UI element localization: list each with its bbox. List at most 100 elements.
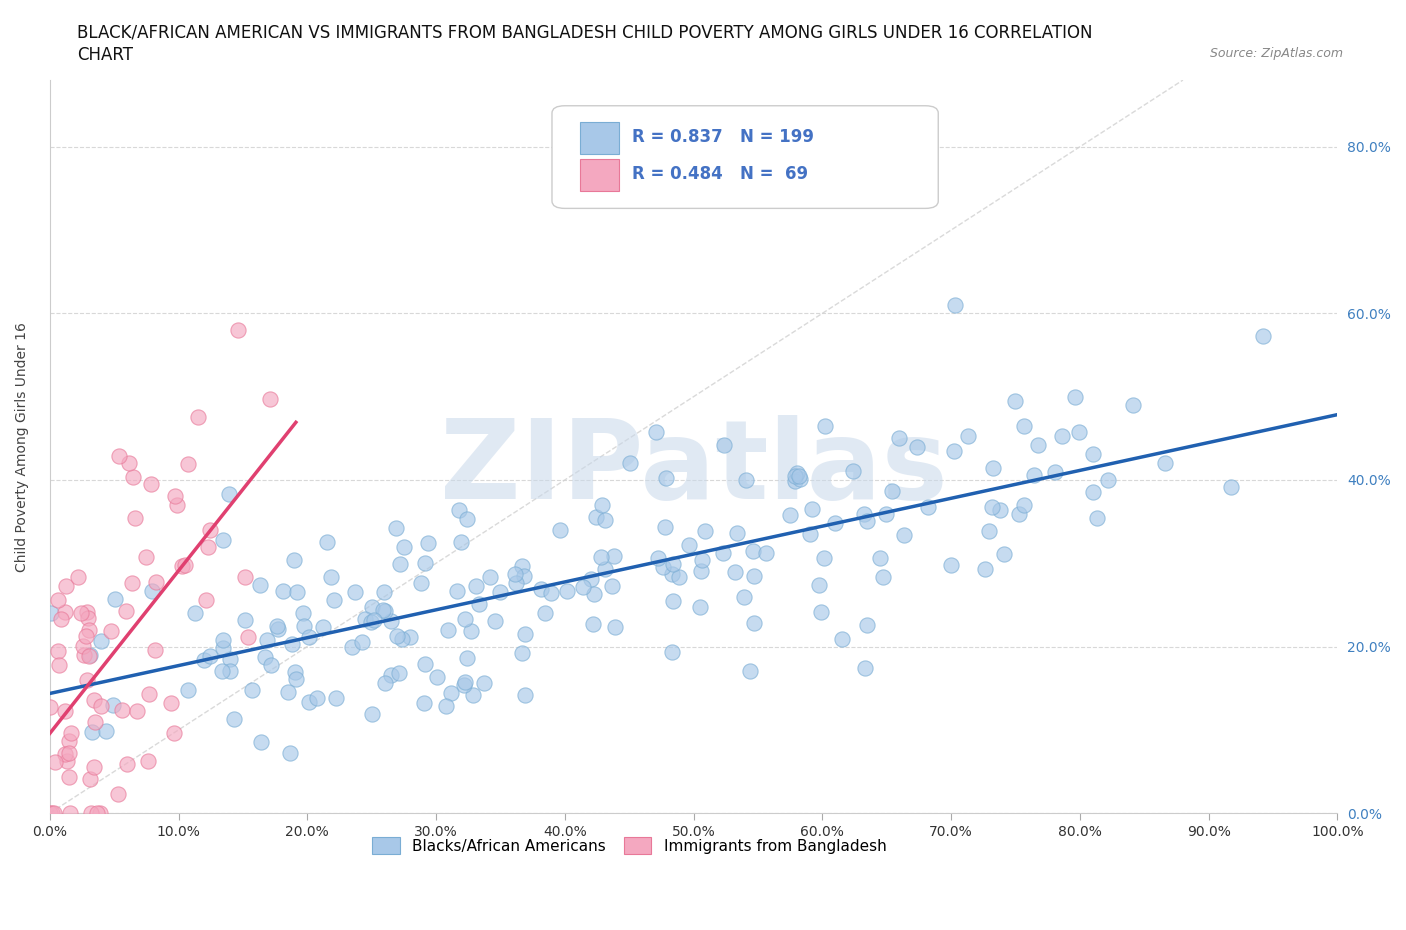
Point: [434, 698, 457, 713]
Point: [513, 627, 536, 642]
Point: [79, 648, 101, 663]
Point: [755, 546, 778, 561]
Point: [453, 677, 475, 692]
Point: [956, 429, 979, 444]
Point: [460, 624, 482, 639]
Point: [413, 657, 436, 671]
Point: [413, 696, 436, 711]
Point: [534, 605, 557, 620]
Point: [193, 653, 215, 668]
Point: [325, 691, 347, 706]
Point: [585, 510, 607, 525]
Point: [478, 569, 501, 584]
Point: [824, 516, 846, 531]
Point: [974, 562, 997, 577]
Point: [484, 613, 506, 628]
Point: [426, 670, 449, 684]
Point: [489, 585, 512, 600]
Point: [344, 584, 367, 599]
Point: [380, 613, 402, 628]
Point: [46, 592, 69, 607]
Point: [505, 576, 527, 591]
Point: [165, 489, 187, 504]
Point: [454, 674, 477, 689]
Point: [555, 583, 578, 598]
Point: [733, 590, 755, 604]
Point: [259, 392, 281, 406]
Point: [735, 472, 758, 487]
Point: [548, 523, 571, 538]
Point: [160, 696, 183, 711]
Point: [219, 663, 242, 678]
Point: [83, 759, 105, 774]
Point: [872, 569, 894, 584]
Point: [440, 685, 463, 700]
Point: [315, 535, 337, 550]
Point: [572, 579, 595, 594]
Point: [200, 648, 222, 663]
Point: [66, 569, 89, 584]
Point: [46, 644, 69, 658]
Point: [58, 734, 80, 749]
Point: [583, 587, 606, 602]
Point: [579, 572, 602, 587]
Point: [249, 578, 271, 592]
Point: [312, 619, 335, 634]
Point: [1024, 468, 1046, 483]
Point: [591, 497, 613, 512]
Point: [513, 568, 536, 583]
Point: [360, 600, 382, 615]
Point: [510, 559, 533, 574]
Point: [121, 576, 143, 591]
Point: [298, 694, 321, 709]
Point: [374, 604, 396, 618]
Point: [166, 498, 188, 512]
FancyBboxPatch shape: [581, 158, 619, 191]
Point: [281, 636, 304, 651]
Point: [1154, 456, 1177, 471]
Text: R = 0.837   N = 199: R = 0.837 N = 199: [631, 128, 814, 146]
Point: [1064, 390, 1087, 405]
Point: [450, 535, 472, 550]
Point: [292, 618, 315, 633]
Point: [53, 604, 76, 619]
Point: [461, 687, 484, 702]
Point: [72, 639, 94, 654]
Point: [456, 512, 478, 526]
Point: [783, 469, 806, 484]
Point: [1026, 437, 1049, 452]
Point: [90, 634, 112, 649]
Point: [172, 558, 194, 573]
Point: [668, 569, 690, 584]
Point: [540, 585, 562, 600]
Point: [197, 539, 219, 554]
Point: [218, 486, 240, 501]
Point: [1251, 328, 1274, 343]
Point: [789, 472, 811, 486]
Point: [779, 508, 801, 523]
Point: [374, 675, 396, 690]
Point: [271, 584, 294, 599]
Point: [1012, 498, 1035, 512]
Point: [284, 664, 307, 679]
Point: [100, 624, 122, 639]
Point: [143, 643, 166, 658]
Point: [787, 468, 810, 483]
Point: [472, 675, 495, 690]
Point: [107, 448, 129, 463]
Point: [226, 323, 249, 338]
Point: [814, 418, 837, 433]
Point: [1004, 393, 1026, 408]
Point: [741, 544, 763, 559]
Point: [58, 770, 80, 785]
Point: [725, 525, 748, 540]
Point: [141, 477, 163, 492]
Point: [416, 536, 439, 551]
Point: [600, 578, 623, 593]
Point: [943, 444, 966, 458]
Point: [342, 640, 364, 655]
Point: [83, 693, 105, 708]
Point: [510, 646, 533, 661]
Point: [939, 558, 962, 573]
Point: [266, 621, 288, 636]
